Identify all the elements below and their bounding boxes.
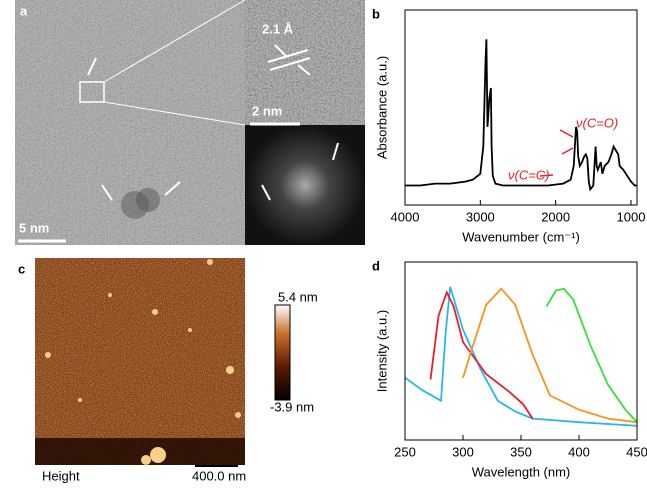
series-line <box>405 39 637 192</box>
x-tick-label: 250 <box>394 444 416 459</box>
x-tick-label: 350 <box>510 444 532 459</box>
colorbar <box>274 304 291 401</box>
x-tick-label: 1000 <box>617 209 646 224</box>
scale-label: 400.0 nm <box>192 468 246 483</box>
annotation-arrow <box>559 129 574 138</box>
scale-label: 2 nm <box>252 103 282 118</box>
inset-texture <box>245 0 365 125</box>
annotation: ν(C=O) <box>576 115 618 130</box>
colorbar-min: -3.9 nm <box>270 399 314 414</box>
x-tick-label: 450 <box>626 444 647 459</box>
lattice-label: 2.1 Å <box>262 21 294 36</box>
series-line <box>404 286 638 427</box>
annotation-arrow <box>561 147 574 155</box>
x-tick-label: 300 <box>452 444 474 459</box>
x-tick-label: 400 <box>568 444 590 459</box>
panel-label: d <box>372 258 380 273</box>
series-line <box>545 287 638 423</box>
afm-texture <box>35 258 245 465</box>
x-tick-label: 3000 <box>466 209 495 224</box>
arrows <box>87 44 339 201</box>
series-line <box>462 287 638 424</box>
y-axis-label: Absorbance (a.u.) <box>374 56 389 159</box>
annotation: ν(C=C) <box>508 167 550 182</box>
panel-label: c <box>18 261 25 276</box>
panel-c: c 400.0 nm Height 5.4 nm -3.9 nm <box>18 258 318 483</box>
afm-particles <box>45 259 241 465</box>
x-axis-label: Wavelength (nm) <box>472 464 571 479</box>
plot-frame <box>404 261 638 441</box>
zoom-line <box>103 0 246 83</box>
x-tick-label: 2000 <box>541 209 570 224</box>
channel-label: Height <box>42 468 80 483</box>
panel-a: a 2.1 Å 2 nm 5 nm <box>15 0 365 245</box>
x-tick-label: 4000 <box>391 209 420 224</box>
scale-label: 5 nm <box>19 220 49 235</box>
panel-label: a <box>20 3 28 18</box>
series-line <box>429 289 534 420</box>
zoom-line <box>103 101 246 126</box>
particle <box>136 188 160 212</box>
y-axis-label: Intensity (a.u.) <box>374 310 389 392</box>
zoom-box <box>79 81 105 103</box>
x-axis-label: Wavenumber (cm⁻¹) <box>462 229 580 244</box>
annotation-arrow <box>539 174 554 177</box>
fft-inset <box>245 125 365 245</box>
colorbar-max: 5.4 nm <box>278 289 318 304</box>
afm-dark-band <box>35 438 245 465</box>
plot-frame <box>404 9 638 206</box>
panel-label: b <box>372 6 380 21</box>
